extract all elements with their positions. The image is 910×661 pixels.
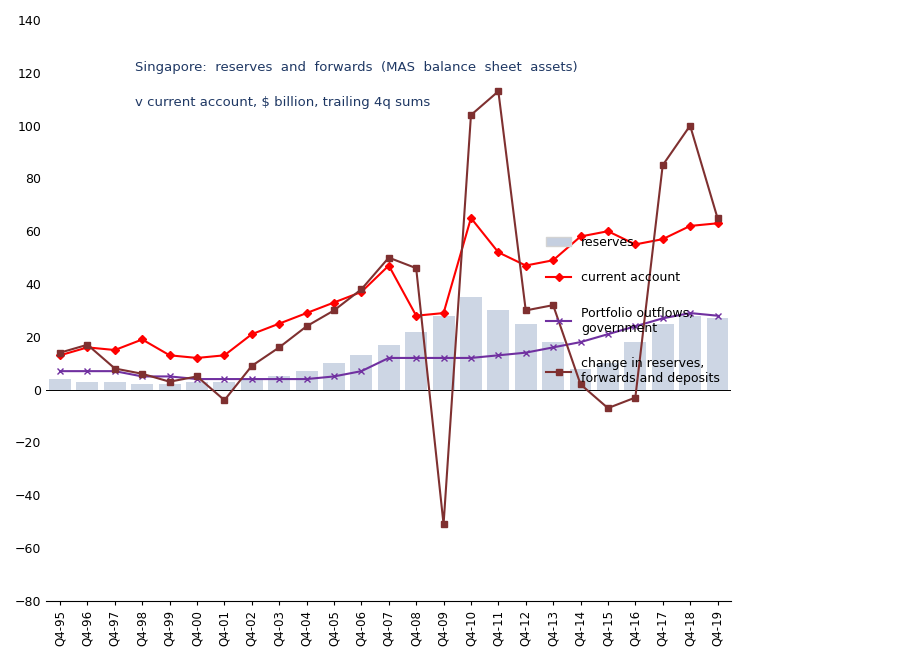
Bar xyxy=(323,364,345,389)
Bar xyxy=(186,381,208,389)
Bar xyxy=(49,379,71,389)
Bar xyxy=(214,381,236,389)
Bar xyxy=(405,332,427,389)
Bar xyxy=(460,297,482,389)
Bar xyxy=(679,316,701,389)
Bar xyxy=(76,381,98,389)
Bar xyxy=(241,379,263,389)
Bar xyxy=(652,324,673,389)
Bar xyxy=(570,369,592,389)
Bar xyxy=(268,376,290,389)
Bar xyxy=(597,364,619,389)
Bar xyxy=(515,324,537,389)
Bar xyxy=(624,342,646,389)
Bar xyxy=(296,371,318,389)
Bar xyxy=(706,319,729,389)
Bar xyxy=(378,345,399,389)
Bar xyxy=(432,316,454,389)
Legend: reserves, current account, Portfolio outflows,
government, change in reserves,
f: reserves, current account, Portfolio out… xyxy=(541,231,725,390)
Bar xyxy=(158,384,180,389)
Bar xyxy=(131,384,153,389)
Bar xyxy=(104,381,126,389)
Bar xyxy=(542,342,564,389)
Text: v current account, $ billion, trailing 4q sums: v current account, $ billion, trailing 4… xyxy=(136,95,430,108)
Text: Singapore:  reserves  and  forwards  (MAS  balance  sheet  assets): Singapore: reserves and forwards (MAS ba… xyxy=(136,61,578,73)
Bar xyxy=(350,356,372,389)
Bar xyxy=(488,311,510,389)
